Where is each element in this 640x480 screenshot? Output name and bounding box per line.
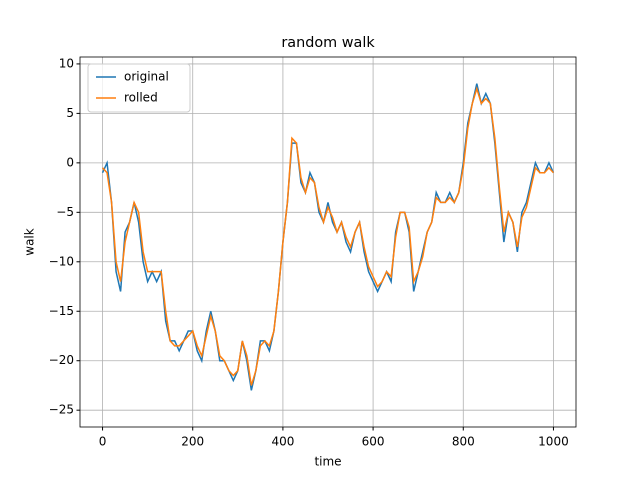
x-tick-label: 200	[181, 435, 204, 449]
chart-title: random walk	[281, 35, 375, 51]
y-tick-label: −20	[49, 353, 74, 367]
x-tick-label: 400	[271, 435, 294, 449]
x-tick-label: 0	[99, 435, 107, 449]
legend-label: original	[124, 70, 169, 84]
x-tick-label: 800	[452, 435, 475, 449]
x-tick-label: 600	[362, 435, 385, 449]
y-axis-label: walk	[23, 228, 37, 256]
y-tick-label: 0	[66, 155, 74, 169]
x-tick-label: 1000	[538, 435, 569, 449]
series-line	[101, 83, 555, 391]
y-tick-label: −15	[49, 304, 74, 318]
y-tick-label: 5	[66, 106, 74, 120]
y-tick-label: 10	[59, 56, 74, 70]
y-tick-label: −25	[49, 403, 74, 417]
series-line	[101, 86, 555, 386]
y-tick-label: −10	[49, 254, 74, 268]
x-axis-label: time	[314, 455, 341, 469]
legend-box	[87, 63, 191, 113]
legend-label: rolled	[124, 91, 158, 105]
y-tick-label: −5	[56, 205, 74, 219]
axes-frame	[79, 56, 577, 428]
